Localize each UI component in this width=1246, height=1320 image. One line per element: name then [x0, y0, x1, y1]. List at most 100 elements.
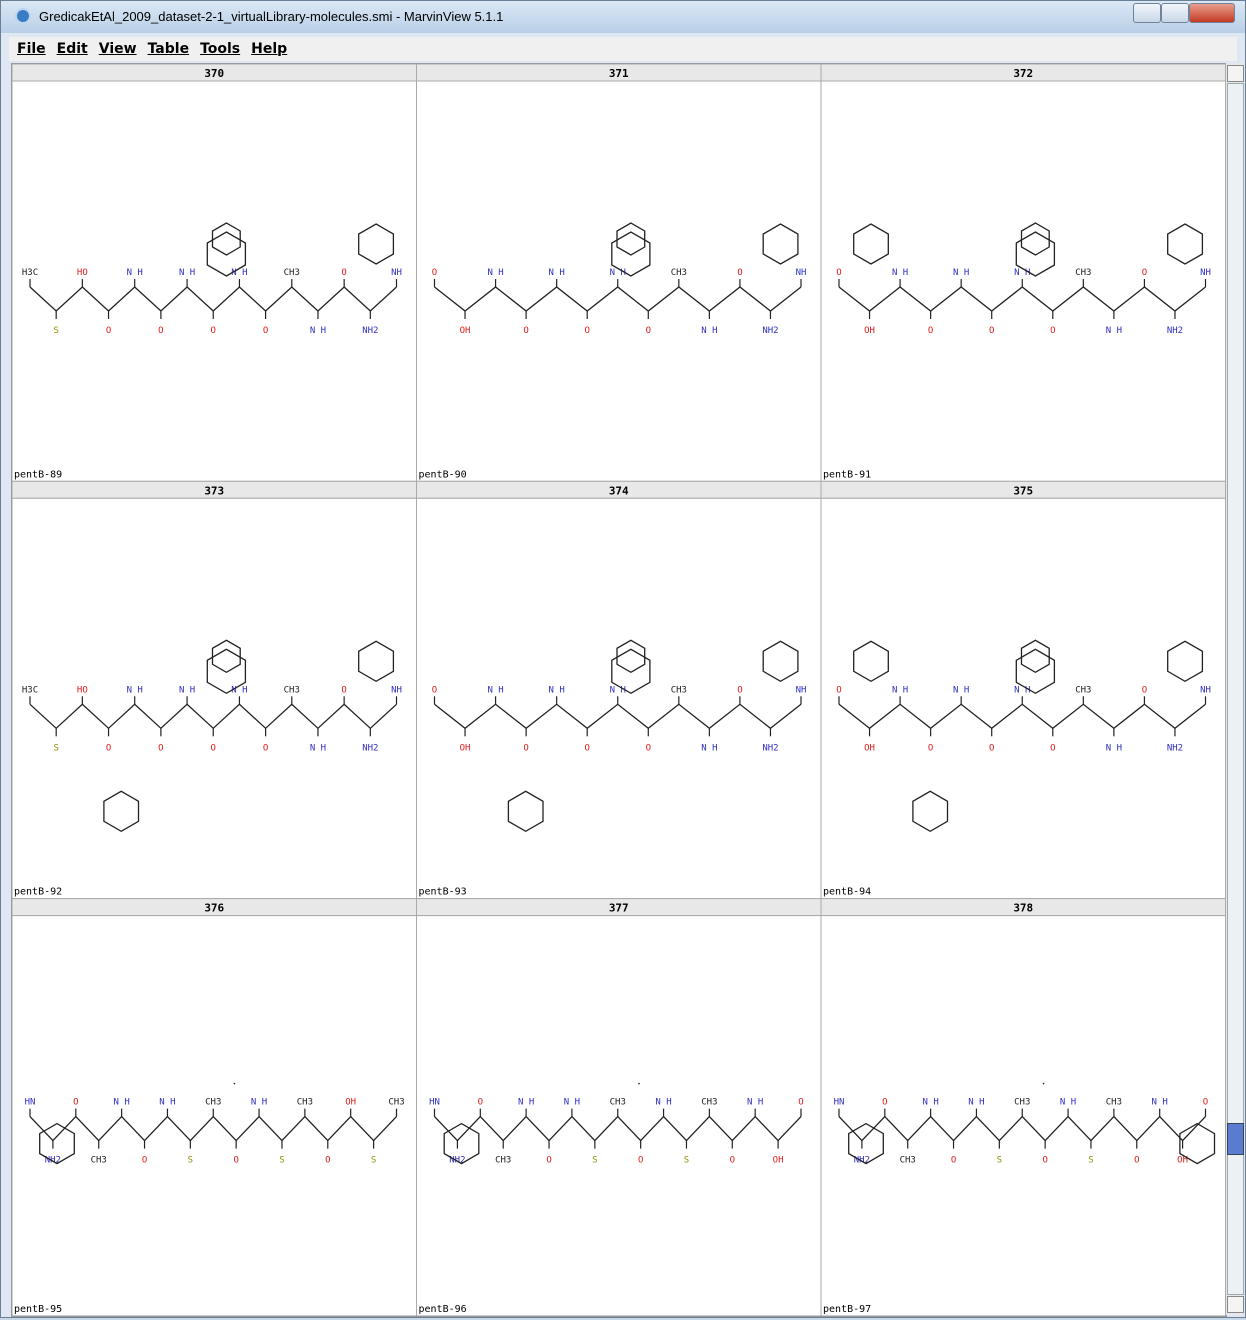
atom-label: N H — [968, 1098, 984, 1108]
atom-label: O — [432, 268, 437, 278]
menu-bar: File Edit View Table Tools Help — [9, 37, 1237, 61]
atom-label: N H — [159, 1098, 175, 1108]
atom-label: O — [798, 1098, 803, 1108]
window: GredicakEtAl_2009_dataset-2-1_virtualLib… — [0, 0, 1246, 1318]
atom-label: O — [584, 326, 589, 336]
atom-label: O — [989, 743, 994, 753]
atom-label: CH3 — [495, 1156, 511, 1166]
scroll-thumb[interactable] — [1227, 83, 1244, 1295]
menu-item[interactable]: View — [99, 41, 137, 57]
atom-label: NH — [391, 685, 402, 695]
minimize-button[interactable] — [1133, 3, 1161, 23]
atom-label: H3C — [22, 685, 38, 695]
atom-label: S — [188, 1156, 193, 1166]
atom-label: O — [106, 743, 111, 753]
molecule-name: pentB-96 — [419, 1304, 467, 1315]
atom-label: O — [546, 1156, 551, 1166]
atom-label: O — [638, 1156, 643, 1166]
atom-label: H3C — [22, 268, 38, 278]
atom-label: CH3 — [1106, 1098, 1122, 1108]
atom-label: O — [263, 743, 268, 753]
menu-item[interactable]: Table — [148, 41, 190, 57]
atom-label: O — [1134, 1156, 1139, 1166]
menu-item[interactable]: Help — [251, 41, 287, 57]
cell — [417, 81, 822, 481]
atom-label: N H — [1014, 685, 1030, 695]
atom-label: N H — [179, 685, 195, 695]
scroll-up[interactable] — [1227, 65, 1244, 82]
atom-label: NH — [1200, 268, 1211, 278]
menu-item[interactable]: Edit — [57, 41, 88, 57]
atom-label: NH2 — [362, 326, 378, 336]
atom-label: O — [341, 268, 346, 278]
atom-label: OH — [864, 743, 875, 753]
atom-label: CH3 — [1075, 268, 1091, 278]
atom-label: NH2 — [1167, 743, 1183, 753]
atom-label: N H — [127, 685, 143, 695]
atom-label: S — [53, 326, 58, 336]
atom-label: OH — [773, 1156, 784, 1166]
atom-label: OH — [460, 743, 471, 753]
atom-label: O — [1142, 268, 1147, 278]
atom-label: O — [737, 268, 742, 278]
atom-label: O — [1142, 685, 1147, 695]
atom-label: NH2 — [362, 743, 378, 753]
cell-index: 370 — [204, 67, 224, 80]
atom-label: O — [158, 326, 163, 336]
atom-label: N H — [1106, 743, 1122, 753]
atom-label: CH3 — [900, 1156, 916, 1166]
atom-label: CH3 — [610, 1098, 626, 1108]
cell-index: 376 — [204, 902, 224, 915]
atom-label: N H — [310, 326, 326, 336]
atom-label: N H — [610, 685, 626, 695]
atom-label: O — [432, 685, 437, 695]
window-title: GredicakEtAl_2009_dataset-2-1_virtualLib… — [39, 9, 503, 24]
atom-label: N H — [231, 268, 247, 278]
scroll-down[interactable] — [1227, 1296, 1244, 1313]
atom-label: N H — [549, 268, 565, 278]
cell — [12, 81, 417, 481]
atom-label: CH3 — [1075, 685, 1091, 695]
cell-index: 372 — [1013, 67, 1033, 80]
atom-label: O — [1050, 743, 1055, 753]
atom-label: OH — [460, 326, 471, 336]
atom-label: N H — [892, 685, 908, 695]
atom-label: N H — [747, 1098, 763, 1108]
atom-label: N H — [892, 268, 908, 278]
cell — [417, 498, 822, 898]
title-bar: GredicakEtAl_2009_dataset-2-1_virtualLib… — [1, 1, 1245, 33]
menu-item[interactable]: Tools — [200, 41, 240, 57]
scroll-grip[interactable] — [1227, 1123, 1244, 1155]
atom-label: N H — [251, 1098, 267, 1108]
atom-label: O — [928, 743, 933, 753]
atom-label: O — [989, 326, 994, 336]
atom-label: NH — [391, 268, 402, 278]
atom-label: O — [836, 685, 841, 695]
atom-label: N H — [487, 685, 503, 695]
atom-label: N H — [310, 743, 326, 753]
close-button[interactable] — [1189, 3, 1235, 23]
molecule-name: pentB-92 — [14, 887, 62, 898]
atom-label: N H — [564, 1098, 580, 1108]
atom-label: O — [646, 743, 651, 753]
atom-label: O — [836, 268, 841, 278]
scrollbar[interactable] — [1225, 63, 1244, 1315]
menu-item[interactable]: File — [17, 41, 46, 57]
atom-label: CH3 — [297, 1098, 313, 1108]
cell-index: 371 — [609, 67, 629, 80]
atom-label: NH2 — [762, 743, 778, 753]
atom-label: N H — [701, 326, 717, 336]
atom-label: O — [211, 743, 216, 753]
atom-label: N H — [610, 268, 626, 278]
atom-label: CH3 — [205, 1098, 221, 1108]
maximize-button[interactable] — [1161, 3, 1189, 23]
atom-label: O — [325, 1156, 330, 1166]
atom-label: O — [737, 685, 742, 695]
atom-label: O — [142, 1156, 147, 1166]
atom-label: HO — [77, 268, 88, 278]
app-icon — [15, 8, 31, 24]
molecule-name: pentB-93 — [419, 887, 467, 898]
atom-label: CH3 — [284, 685, 300, 695]
molecule-name: pentB-95 — [14, 1304, 62, 1315]
